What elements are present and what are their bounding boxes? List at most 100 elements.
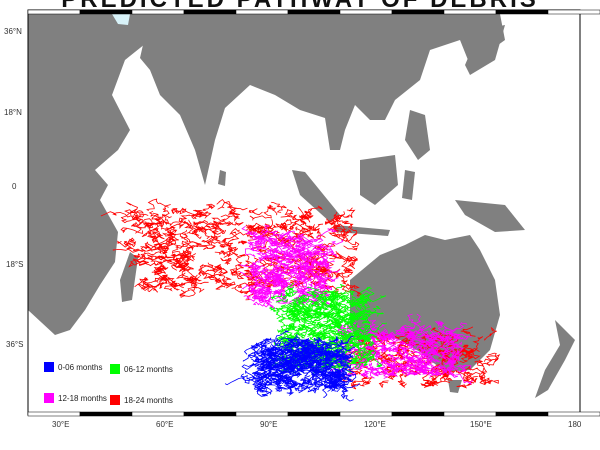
debris-track <box>310 309 319 318</box>
debris-track <box>295 338 302 349</box>
debris-track <box>171 279 180 288</box>
debris-track <box>428 332 445 342</box>
debris-track <box>158 204 171 222</box>
debris-track <box>271 246 283 256</box>
debris-track <box>341 347 356 352</box>
debris-track <box>429 345 450 353</box>
debris-track <box>420 331 442 338</box>
debris-track <box>284 380 295 395</box>
debris-track <box>341 285 362 297</box>
debris-track <box>479 378 491 386</box>
debris-track <box>352 324 371 330</box>
legend-label: 0-06 months <box>58 362 103 372</box>
scale-segment <box>131 411 185 417</box>
debris-track <box>448 322 468 335</box>
debris-track <box>324 215 341 224</box>
lakes <box>112 14 130 25</box>
debris-track <box>367 345 379 358</box>
debris-track <box>180 229 189 245</box>
debris-track <box>362 286 375 299</box>
debris-track <box>332 268 348 285</box>
debris-track <box>253 279 271 286</box>
debris-track <box>249 208 272 221</box>
debris-track <box>409 337 421 344</box>
debris-track <box>333 310 344 320</box>
debris-track <box>335 292 351 300</box>
debris-track <box>295 255 311 262</box>
debris-track <box>287 360 301 368</box>
debris-track <box>224 374 256 386</box>
debris-track <box>316 293 326 301</box>
debris-track <box>281 348 297 355</box>
debris-track <box>283 362 294 369</box>
sulawesi <box>402 170 415 200</box>
debris-track <box>272 255 282 263</box>
debris-track <box>128 259 149 268</box>
debris-track <box>396 350 409 357</box>
legend-item-0-6: 0-06 months <box>44 362 102 372</box>
debris-track <box>142 283 163 290</box>
scale-segment <box>495 411 549 417</box>
debris-track <box>369 331 394 339</box>
debris-track <box>370 370 397 376</box>
debris-track <box>152 234 165 241</box>
debris-track <box>255 340 267 347</box>
debris-track <box>300 375 311 384</box>
debris-track <box>305 223 323 235</box>
debris-track <box>400 345 409 354</box>
debris-track <box>340 207 356 218</box>
debris-track <box>313 341 329 354</box>
lon-label: 180 <box>568 420 582 429</box>
debris-track <box>299 351 310 360</box>
debris-track <box>269 260 286 271</box>
debris-track <box>175 207 195 216</box>
lat-label: 36°S <box>6 340 24 349</box>
debris-track <box>296 331 307 339</box>
debris-track <box>357 350 373 361</box>
debris-track <box>316 227 338 238</box>
debris-track <box>330 297 353 305</box>
debris-track <box>301 379 312 391</box>
debris-track <box>385 340 404 352</box>
debris-track <box>341 303 349 314</box>
debris-track <box>252 289 263 295</box>
debris-track <box>397 380 407 388</box>
debris-track <box>256 380 264 389</box>
debris-track <box>214 250 227 256</box>
debris-track <box>299 257 308 266</box>
debris-track <box>361 346 372 357</box>
debris-track <box>201 270 217 281</box>
debris-track <box>299 358 314 367</box>
debris-track <box>314 374 334 385</box>
debris-track <box>206 234 219 246</box>
scale-segment <box>183 411 237 417</box>
debris-track <box>364 295 387 304</box>
debris-track <box>260 384 273 395</box>
debris-track <box>317 335 329 341</box>
borneo <box>360 155 398 205</box>
debris-track <box>430 327 450 337</box>
debris-track <box>328 304 338 312</box>
debris-track <box>171 245 183 260</box>
debris-track <box>298 287 311 295</box>
debris-track <box>282 304 300 313</box>
debris-track <box>268 237 284 244</box>
debris-track <box>456 341 464 352</box>
debris-track <box>289 354 300 360</box>
debris-track <box>156 266 169 282</box>
debris-track <box>311 327 324 336</box>
debris-track <box>333 349 343 359</box>
debris-track <box>265 346 276 354</box>
debris-track <box>180 287 205 298</box>
debris-track <box>420 382 433 388</box>
debris-track <box>254 294 268 304</box>
debris-track <box>230 269 245 280</box>
debris-track <box>347 290 355 296</box>
debris-track <box>259 246 279 254</box>
scale-segment <box>235 9 289 15</box>
debris-track <box>381 359 393 367</box>
debris-track <box>313 383 321 391</box>
debris-track <box>406 333 417 339</box>
debris-track <box>193 226 206 234</box>
debris-track <box>277 323 287 334</box>
